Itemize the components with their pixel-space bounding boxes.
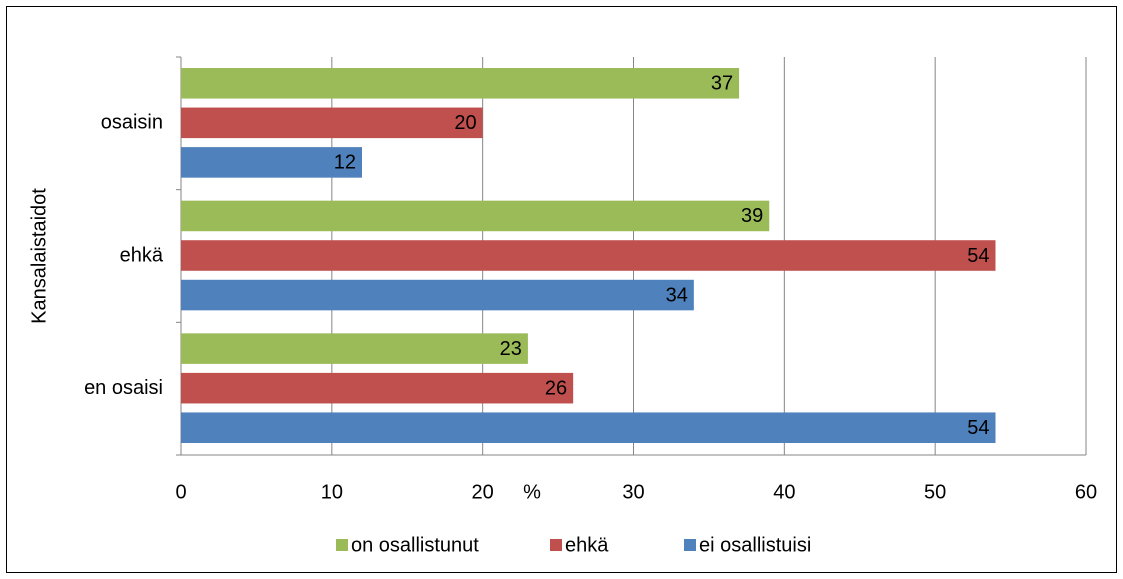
- bar: [181, 372, 574, 404]
- legend-swatch: [550, 539, 562, 551]
- y-tick-label: ehkä: [120, 244, 164, 266]
- data-label: 23: [500, 338, 522, 360]
- x-tick-label: 10: [321, 481, 343, 503]
- x-axis-title: %: [523, 481, 541, 503]
- data-label: 37: [711, 73, 733, 95]
- bar: [181, 147, 362, 178]
- x-tick-label: 40: [773, 481, 795, 503]
- legend-swatch: [684, 539, 696, 551]
- bar: [181, 412, 996, 443]
- y-axis-title: Kansalaistaidot: [28, 188, 50, 324]
- y-tick-label: en osaisi: [84, 377, 163, 399]
- data-label: 20: [454, 112, 476, 134]
- legend-swatch: [336, 539, 348, 551]
- bar: [181, 240, 996, 271]
- bar: [181, 68, 740, 99]
- data-label: 54: [967, 245, 989, 267]
- x-tick-label: 0: [175, 481, 186, 503]
- x-tick-label: 20: [472, 481, 494, 503]
- legend-label: ei osallistuisi: [699, 534, 811, 556]
- data-label: 12: [334, 152, 356, 174]
- y-tick-label: osaisin: [101, 112, 163, 134]
- legend-label: on osallistunut: [351, 534, 479, 556]
- x-tick-label: 50: [924, 481, 946, 503]
- data-label: 39: [741, 205, 763, 227]
- data-label: 34: [666, 284, 688, 306]
- bar: [181, 200, 770, 232]
- x-tick-label: 30: [622, 481, 644, 503]
- data-label: 54: [967, 417, 989, 439]
- bar: [181, 107, 483, 139]
- bar: [181, 333, 528, 364]
- bar: [181, 279, 694, 311]
- legend-label: ehkä: [565, 534, 609, 556]
- x-tick-label: 60: [1075, 481, 1097, 503]
- data-label: 26: [545, 377, 567, 399]
